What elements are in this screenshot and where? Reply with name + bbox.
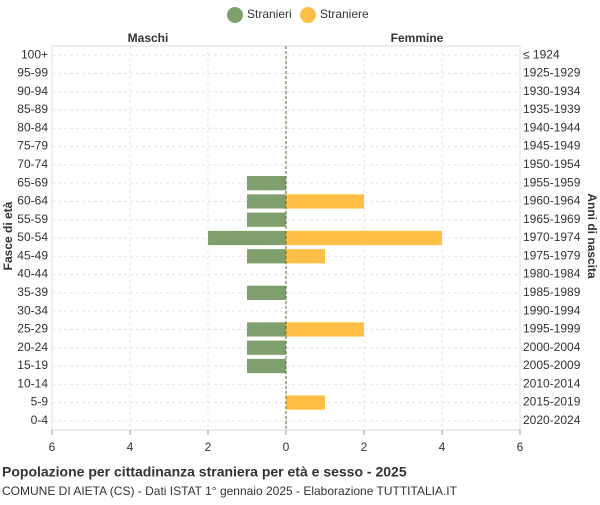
y2-tick-label: 2005-2009 bbox=[523, 358, 581, 372]
y-tick-label: 85-89 bbox=[17, 102, 48, 116]
y-tick-label: 45-49 bbox=[17, 248, 48, 262]
y-tick-label: 50-54 bbox=[17, 230, 48, 244]
y2-tick-label: 1985-1989 bbox=[523, 285, 581, 299]
y2-axis-title: Anni di nascita bbox=[585, 193, 599, 279]
y2-tick-label: 2000-2004 bbox=[523, 340, 581, 354]
y-tick-label: 10-14 bbox=[17, 376, 48, 390]
bar bbox=[247, 212, 286, 227]
y-tick-label: 40-44 bbox=[17, 267, 48, 281]
y-tick-label: 95-99 bbox=[17, 66, 48, 80]
y-axis-title: Fasce di età bbox=[1, 201, 15, 270]
y2-tick-label: 1975-1979 bbox=[523, 248, 581, 262]
x-tick-label: 2 bbox=[361, 440, 368, 454]
y-tick-label: 30-34 bbox=[17, 303, 48, 317]
y-tick-label: 80-84 bbox=[17, 120, 48, 134]
x-tick-label: 6 bbox=[517, 440, 524, 454]
y-tick-label: 65-69 bbox=[17, 175, 48, 189]
y2-tick-label: 1940-1944 bbox=[523, 120, 581, 134]
bar bbox=[286, 249, 325, 264]
bar bbox=[286, 230, 442, 246]
y-tick-label: 55-59 bbox=[17, 212, 48, 226]
chart-subtitle: COMUNE DI AIETA (CS) - Dati ISTAT 1° gen… bbox=[2, 484, 458, 498]
y2-tick-label: 1945-1949 bbox=[523, 139, 581, 153]
y2-tick-label: 1925-1929 bbox=[523, 66, 581, 80]
legend-marker bbox=[300, 7, 316, 23]
left-label: Maschi bbox=[128, 31, 169, 45]
y-tick-label: 70-74 bbox=[17, 157, 48, 171]
x-tick-label: 6 bbox=[49, 440, 56, 454]
legend-marker bbox=[227, 7, 243, 23]
x-tick-label: 0 bbox=[283, 440, 290, 454]
y2-tick-label: 1970-1974 bbox=[523, 230, 581, 244]
y-tick-label: 90-94 bbox=[17, 84, 48, 98]
y2-tick-label: 1930-1934 bbox=[523, 84, 581, 98]
y-tick-label: 35-39 bbox=[17, 285, 48, 299]
bar bbox=[247, 194, 286, 209]
y2-tick-label: 1980-1984 bbox=[523, 267, 581, 281]
legend-label: Stranieri bbox=[247, 7, 292, 21]
y2-tick-label: 2015-2019 bbox=[523, 395, 581, 409]
bar bbox=[247, 322, 286, 337]
y2-tick-label: 1960-1964 bbox=[523, 194, 581, 208]
y2-tick-label: ≤ 1924 bbox=[523, 47, 560, 61]
bar bbox=[247, 249, 286, 264]
y-tick-label: 15-19 bbox=[17, 358, 48, 372]
y2-tick-label: 1950-1954 bbox=[523, 157, 581, 171]
y2-tick-label: 1990-1994 bbox=[523, 303, 581, 317]
x-tick-label: 4 bbox=[127, 440, 134, 454]
y-tick-label: 25-29 bbox=[17, 322, 48, 336]
x-tick-label: 4 bbox=[439, 440, 446, 454]
y-tick-label: 75-79 bbox=[17, 139, 48, 153]
bar bbox=[247, 340, 286, 355]
chart-title: Popolazione per cittadinanza straniera p… bbox=[2, 464, 407, 480]
legend-label: Straniere bbox=[320, 7, 369, 21]
y2-tick-label: 1955-1959 bbox=[523, 175, 581, 189]
x-tick-label: 2 bbox=[205, 440, 212, 454]
y-tick-label: 0-4 bbox=[31, 413, 49, 427]
bar bbox=[247, 176, 286, 191]
bar bbox=[247, 358, 286, 374]
bar bbox=[286, 194, 364, 209]
bar bbox=[208, 230, 286, 246]
y-tick-label: 5-9 bbox=[31, 395, 49, 409]
bar bbox=[247, 285, 286, 300]
y2-tick-label: 2010-2014 bbox=[523, 376, 581, 390]
y-tick-label: 20-24 bbox=[17, 340, 48, 354]
y2-tick-label: 2020-2024 bbox=[523, 413, 581, 427]
bar bbox=[286, 395, 325, 410]
y-tick-label: 100+ bbox=[21, 47, 48, 61]
y2-tick-label: 1965-1969 bbox=[523, 212, 581, 226]
right-label: Femmine bbox=[391, 31, 444, 45]
bar bbox=[286, 322, 364, 337]
y-tick-label: 60-64 bbox=[17, 194, 48, 208]
y2-tick-label: 1995-1999 bbox=[523, 322, 581, 336]
y2-tick-label: 1935-1939 bbox=[523, 102, 581, 116]
